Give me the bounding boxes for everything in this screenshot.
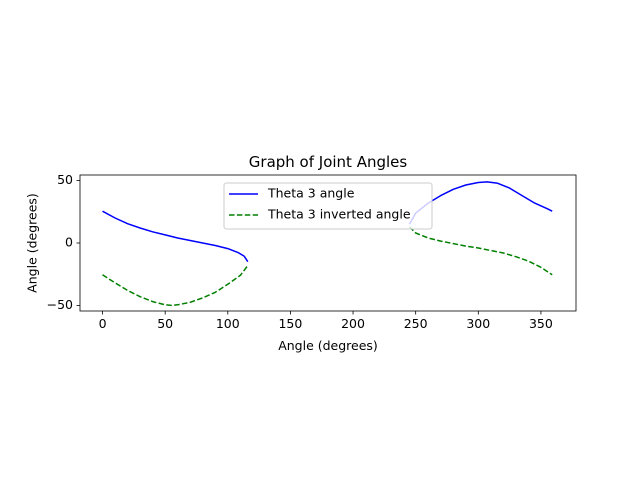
series-line-2 (102, 265, 249, 307)
x-tick-label: 50 (157, 316, 173, 331)
series-line-1 (102, 210, 249, 263)
chart-title: Graph of Joint Angles (249, 153, 408, 171)
y-axis-label: Angle (degrees) (25, 193, 40, 293)
x-tick-label: 300 (466, 316, 490, 331)
legend-label: Theta 3 inverted angle (267, 207, 411, 222)
x-tick-label: 150 (278, 316, 302, 331)
y-tick-label: 0 (65, 235, 73, 250)
y-tick-label: −50 (47, 297, 73, 312)
x-axis-label: Angle (degrees) (278, 338, 378, 353)
y-axis-ticks: −50 0 50 (47, 172, 80, 312)
x-tick-label: 200 (341, 316, 365, 331)
legend-box (223, 182, 433, 230)
x-tick-label: 100 (216, 316, 240, 331)
x-axis-ticks: 0 50 100 150 200 250 300 350 (99, 311, 553, 331)
x-tick-label: 350 (529, 316, 553, 331)
series-line-2 (408, 226, 553, 276)
legend-label: Theta 3 angle (267, 186, 355, 201)
y-tick-label: 50 (57, 172, 73, 187)
legend: Theta 3 angle Theta 3 inverted angle (223, 182, 433, 230)
x-tick-label: 250 (404, 316, 428, 331)
x-tick-label: 0 (99, 316, 107, 331)
